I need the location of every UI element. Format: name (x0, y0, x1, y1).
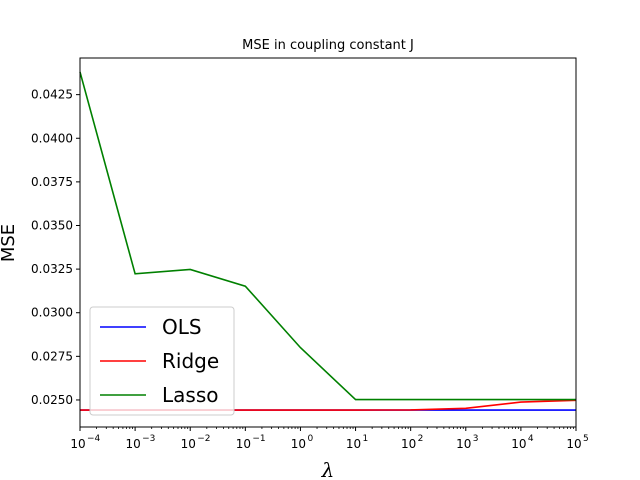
x-tick-label: 10 (181, 437, 196, 451)
y-tick-label: 0.0300 (31, 306, 73, 320)
x-tick-exponent: −4 (87, 434, 101, 444)
x-tick-label: 10 (70, 437, 85, 451)
legend-box (89, 306, 235, 416)
x-tick-exponent: −1 (252, 434, 265, 444)
x-tick-exponent: 1 (363, 434, 369, 444)
x-tick-label: 10 (566, 437, 581, 451)
y-axis-ticks: 0.0250 0.0275 0.0300 0.0325 0.0350 0.0375 0.04… (31, 88, 80, 407)
x-axis-ticks: 10 −4 10 −3 10 −2 10 −1 10 0 10 1 10 2 10 3 10 4 10 5 (70, 427, 589, 451)
y-tick-label: 0.0250 (31, 393, 73, 407)
chart-title: MSE in coupling constant J (242, 38, 414, 53)
y-tick-label: 0.0425 (31, 88, 73, 102)
x-tick-exponent: −2 (197, 434, 210, 444)
x-tick-label: 10 (456, 437, 471, 451)
legend-label-ols: OLS (162, 315, 202, 339)
x-tick-label: 10 (511, 437, 526, 451)
legend: OLS Ridge Lasso (89, 306, 235, 416)
x-tick-label: 10 (401, 437, 416, 451)
y-tick-label: 0.0325 (31, 262, 73, 276)
x-tick-label: 10 (346, 437, 361, 451)
y-tick-label: 0.0350 (31, 218, 73, 232)
x-axis-label: λ (321, 458, 335, 480)
x-tick-exponent: 0 (307, 434, 313, 444)
x-tick-label: 10 (291, 437, 306, 451)
y-tick-label: 0.0400 (31, 131, 73, 145)
axes-frame (79, 57, 577, 428)
y-tick-label: 0.0275 (31, 349, 73, 363)
y-axis-label: MSE (0, 224, 19, 262)
x-tick-label: 10 (125, 437, 140, 451)
x-tick-exponent: 3 (473, 434, 479, 444)
legend-label-lasso: Lasso (162, 383, 218, 407)
x-tick-exponent: 2 (418, 434, 424, 444)
x-tick-exponent: 5 (583, 434, 589, 444)
y-tick-label: 0.0375 (31, 175, 73, 189)
x-tick-exponent: 4 (528, 434, 534, 444)
x-tick-exponent: −3 (142, 434, 155, 444)
legend-label-ridge: Ridge (162, 349, 219, 373)
series-line-lasso (79, 71, 576, 401)
x-tick-label: 10 (236, 437, 251, 451)
